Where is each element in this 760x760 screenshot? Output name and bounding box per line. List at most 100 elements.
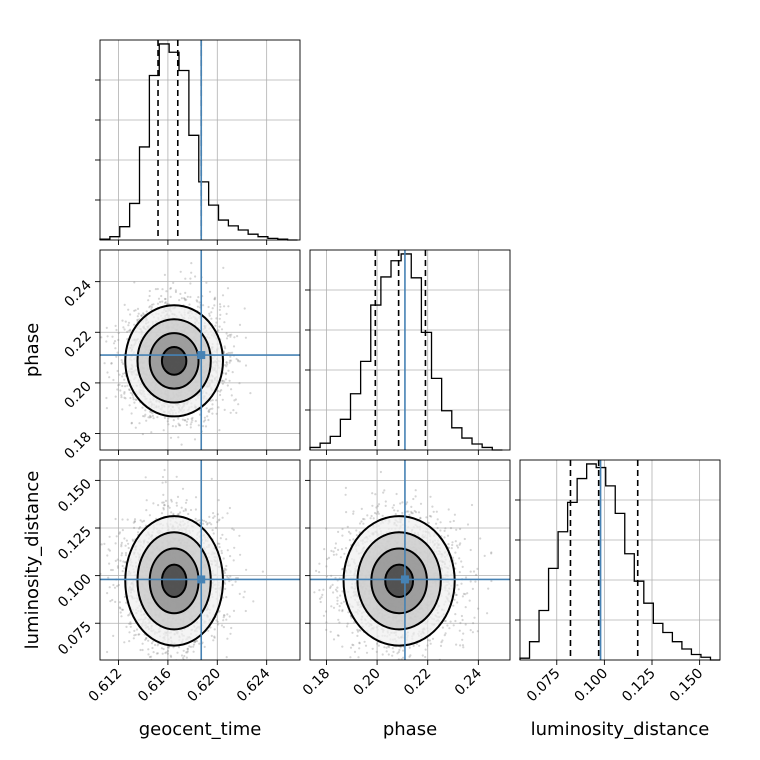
- sample-point: [107, 548, 110, 551]
- sample-point: [186, 647, 189, 650]
- sample-point: [211, 403, 214, 406]
- sample-point: [123, 641, 126, 644]
- sample-point: [198, 642, 201, 645]
- sample-point: [116, 585, 119, 588]
- sample-point: [189, 295, 192, 299]
- sample-point: [217, 329, 220, 332]
- tick-label-y: 0.100: [55, 571, 95, 611]
- sample-point: [163, 297, 167, 301]
- sample-point: [111, 335, 114, 338]
- sample-point: [129, 313, 132, 316]
- sample-point: [127, 324, 130, 327]
- sample-point: [182, 649, 185, 652]
- sample-point: [161, 475, 165, 479]
- sample-point: [174, 425, 177, 428]
- sample-point: [223, 571, 226, 575]
- sample-point: [86, 368, 88, 370]
- sample-point: [193, 438, 197, 441]
- sample-point: [149, 414, 152, 417]
- sample-point: [121, 570, 124, 573]
- contour-line: [136, 318, 212, 404]
- sample-point: [121, 529, 124, 532]
- sample-point: [221, 516, 224, 519]
- sample-point: [231, 371, 234, 374]
- sample-point: [161, 300, 164, 303]
- sample-point: [108, 535, 111, 538]
- sample-point: [161, 652, 164, 655]
- sample-point: [144, 413, 147, 416]
- sample-point: [205, 407, 208, 410]
- sample-point: [184, 509, 187, 512]
- sample-point: [211, 407, 214, 410]
- sample-point: [164, 297, 167, 301]
- sample-point: [172, 281, 175, 284]
- sample-point: [116, 565, 119, 568]
- sample-point: [238, 534, 241, 537]
- sample-point: [169, 287, 172, 290]
- sample-point: [226, 512, 229, 515]
- sample-point: [202, 522, 205, 525]
- sample-point: [123, 391, 126, 394]
- sample-point: [140, 314, 143, 317]
- sample-point: [180, 443, 183, 446]
- sample-point: [133, 518, 137, 521]
- sample-point: [222, 266, 225, 269]
- sample-point: [181, 487, 185, 490]
- sample-point: [182, 657, 185, 660]
- sample-point: [228, 615, 231, 618]
- sample-point: [141, 406, 144, 409]
- sample-point: [202, 304, 205, 307]
- sample-point: [130, 412, 133, 415]
- sample-point: [231, 351, 234, 354]
- sample-point: [228, 359, 231, 362]
- sample-point: [108, 562, 111, 565]
- sample-point: [133, 309, 136, 312]
- sample-point: [202, 519, 206, 522]
- sample-point: [213, 298, 216, 301]
- sample-point: [163, 504, 166, 507]
- sample-point: [166, 649, 170, 653]
- sample-point: [131, 392, 134, 395]
- sample-point: [224, 582, 227, 585]
- sample-point: [108, 376, 111, 379]
- sample-point: [125, 601, 128, 604]
- sample-point: [154, 643, 157, 647]
- sample-point: [190, 421, 193, 424]
- sample-point: [133, 629, 136, 633]
- sample-point: [225, 656, 228, 659]
- sample-point: [180, 297, 183, 300]
- sample-point: [123, 328, 126, 331]
- sample-point: [162, 647, 165, 651]
- sample-point: [133, 520, 136, 523]
- sample-point: [162, 493, 165, 496]
- sample-point: [147, 648, 150, 651]
- sample-point: [160, 294, 163, 298]
- sample-point: [142, 313, 145, 316]
- density-fill: [161, 346, 187, 375]
- sample-point: [120, 554, 123, 557]
- sample-point: [196, 640, 199, 643]
- sample-point: [136, 307, 140, 310]
- sample-point: [123, 303, 126, 306]
- sample-point: [117, 331, 120, 335]
- sample-point: [192, 645, 195, 648]
- sample-point: [211, 307, 214, 310]
- contour-line: [124, 304, 224, 418]
- sample-point: [192, 643, 196, 646]
- sample-point: [147, 639, 150, 642]
- sample-point: [128, 631, 131, 634]
- sample-point: [177, 422, 180, 425]
- sample-point: [118, 606, 121, 609]
- sample-point: [222, 557, 225, 560]
- sample-point: [121, 319, 124, 322]
- sample-point: [206, 523, 209, 526]
- sample-point: [120, 543, 123, 546]
- sample-point: [93, 511, 95, 513]
- sample-point: [142, 415, 145, 418]
- sample-point: [184, 277, 187, 280]
- sample-point: [143, 415, 146, 418]
- sample-point: [223, 614, 226, 617]
- sample-point: [115, 535, 118, 538]
- sample-point: [215, 317, 218, 320]
